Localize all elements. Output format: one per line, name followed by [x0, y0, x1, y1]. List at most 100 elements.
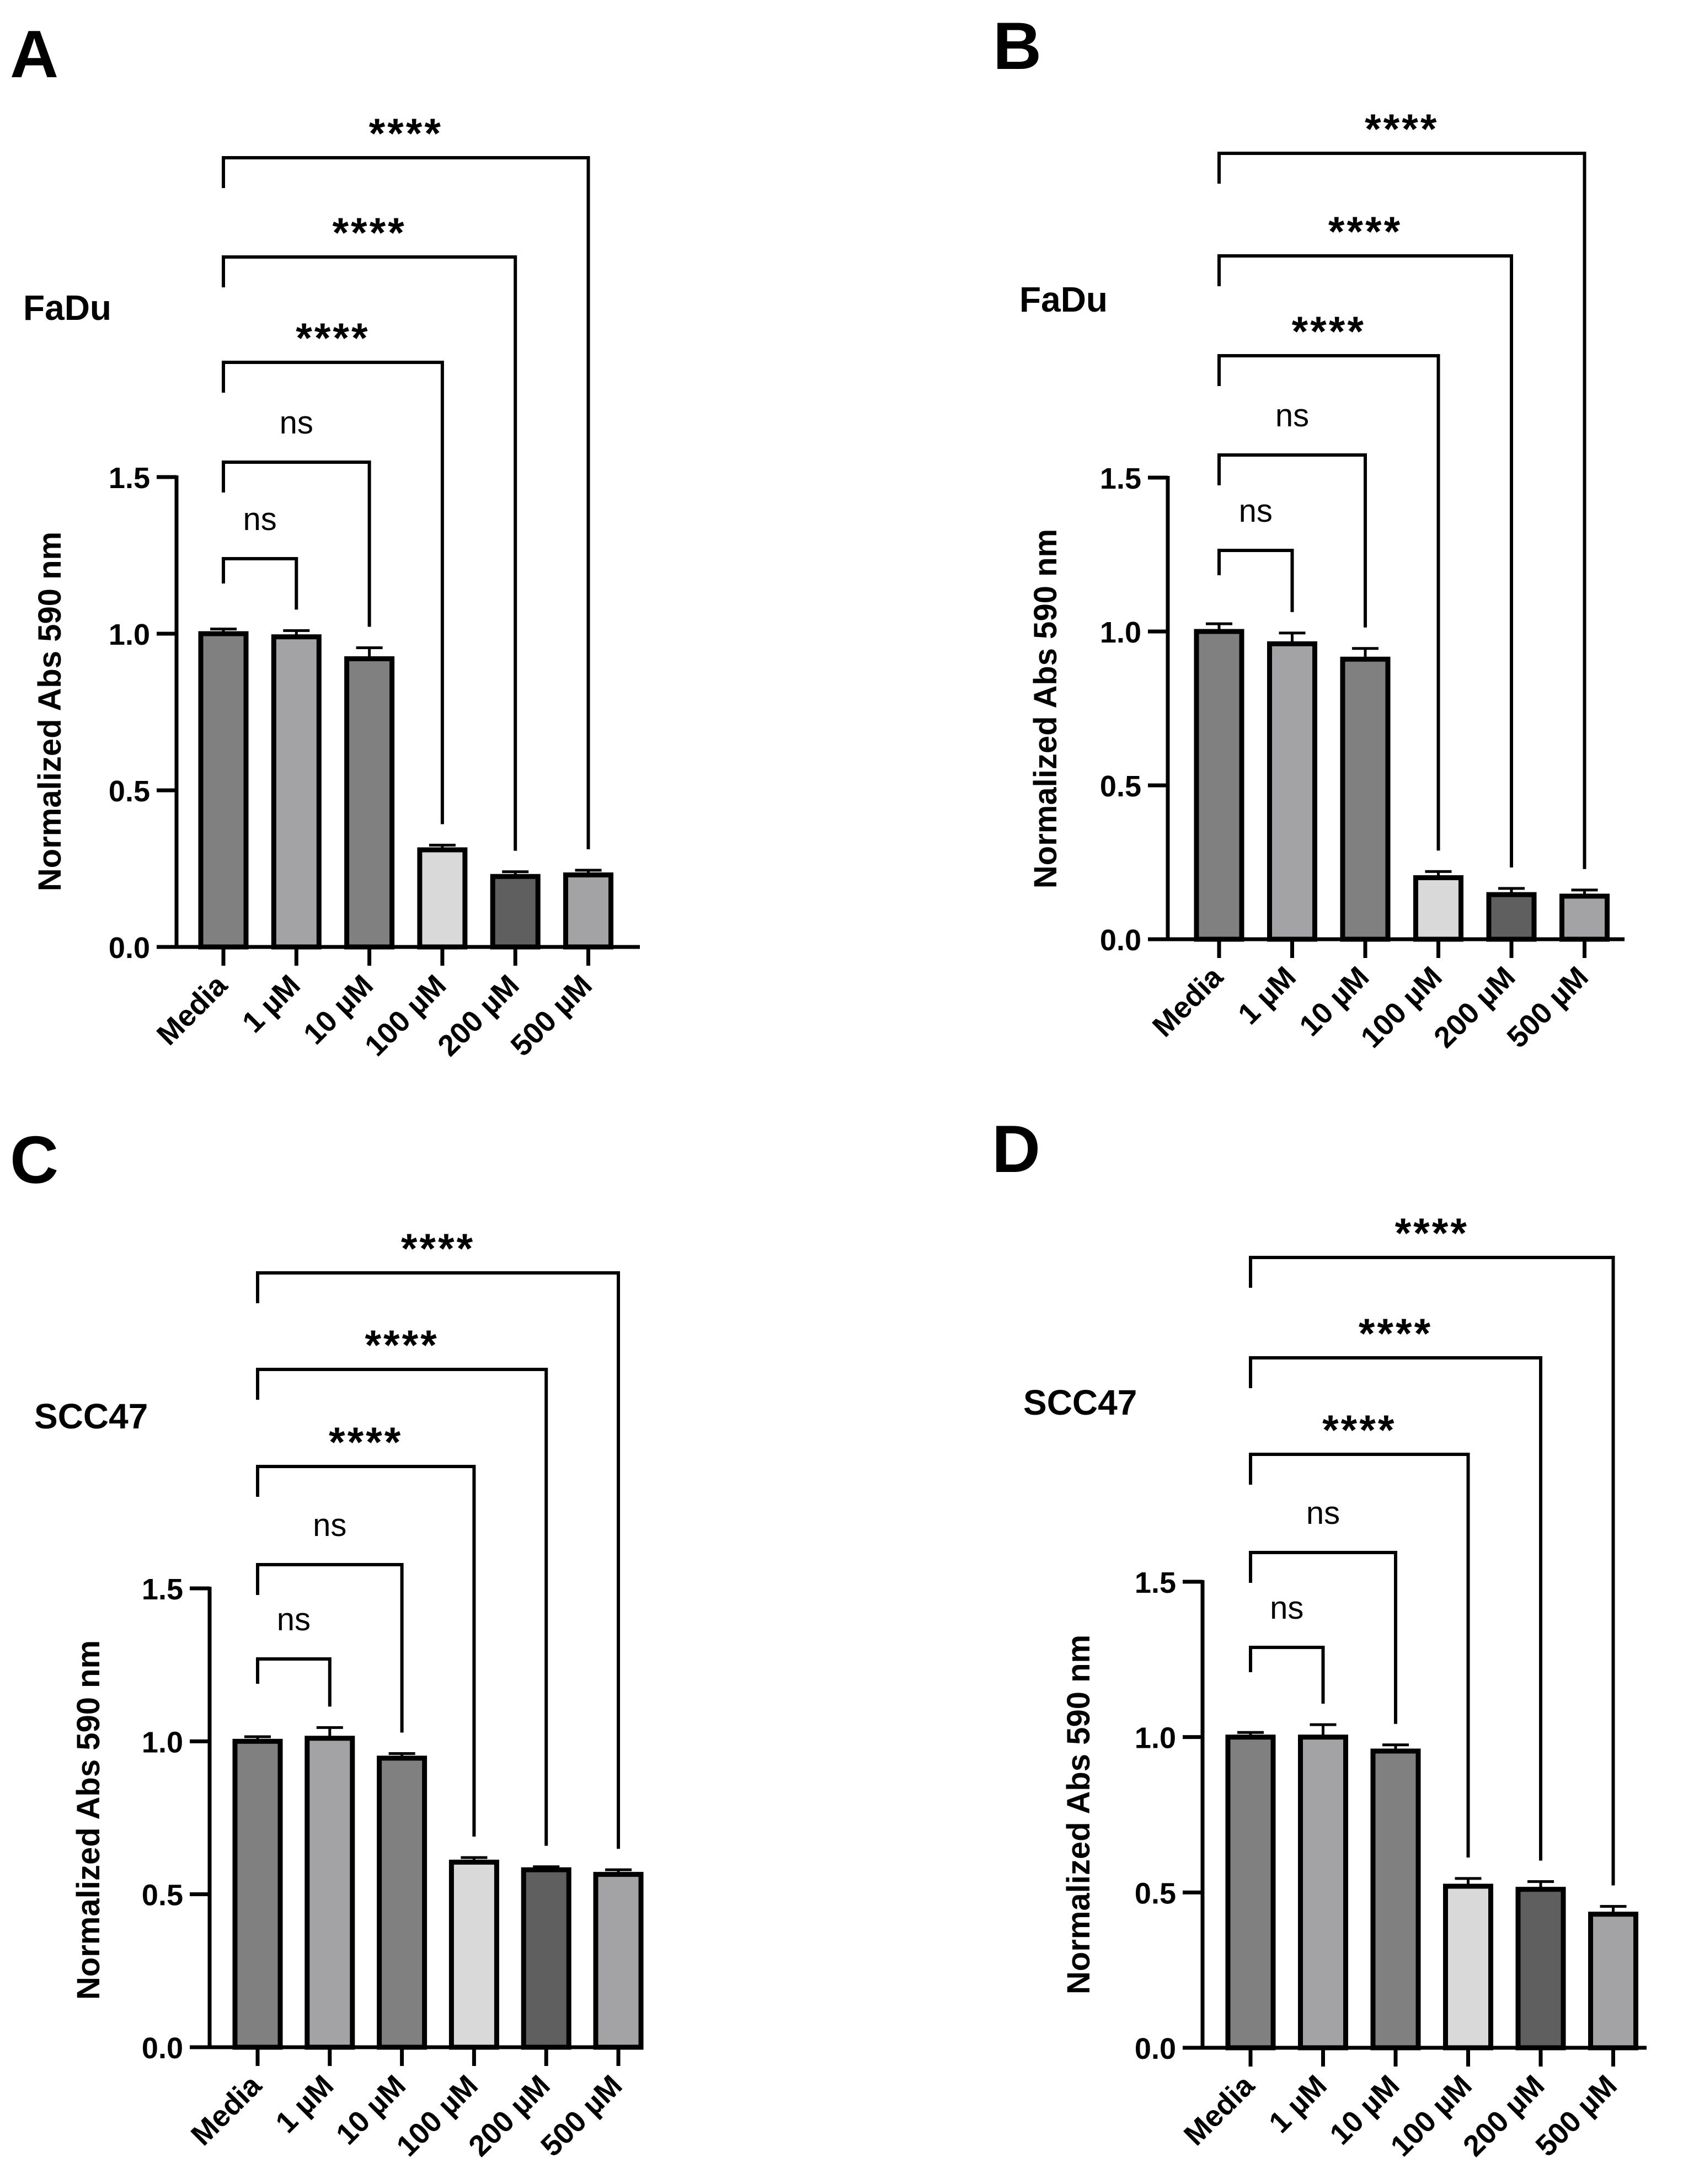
bar — [1486, 892, 1537, 942]
bar — [1370, 1748, 1421, 2051]
bar — [1194, 629, 1244, 942]
y-tick-label: 1.5 — [142, 1573, 183, 1606]
x-tick-label: 500 µM — [504, 968, 599, 1063]
y-tick-label: 0.0 — [142, 2032, 183, 2065]
significance-bracket — [222, 557, 298, 610]
panel-label: C — [10, 1122, 58, 1197]
x-tick-label: Media — [185, 2068, 268, 2151]
x-tick-label: Media — [151, 968, 234, 1051]
panel-label: B — [993, 8, 1041, 83]
significance-bracket — [1217, 254, 1513, 868]
bar — [1413, 875, 1463, 942]
significance-label: **** — [369, 110, 443, 157]
y-tick-label: 1.5 — [1100, 462, 1141, 495]
significance-bracket — [256, 1563, 404, 1733]
significance-bracket — [256, 1657, 332, 1707]
significance-bracket — [222, 156, 590, 849]
y-axis-title: Normalized Abs 590 nm — [1061, 1635, 1097, 1994]
significance-bracket — [1249, 1646, 1325, 1704]
chart-panel-d: D SCC47 0.0 0.5 1.0 1.5 Normalized Abs 590 nm M… — [992, 1111, 1647, 2163]
x-tick-label: 200 µM — [431, 968, 526, 1063]
x-tick-label: Media — [1178, 2068, 1261, 2151]
cell-line-label: SCC47 — [34, 1396, 148, 1436]
bar — [232, 1738, 283, 2050]
chart-panel-b: B FaDu 0.0 0.5 1.0 1.5 Normalized Abs 590 nm Me… — [993, 8, 1625, 1054]
significance-bracket — [1217, 152, 1586, 869]
significance-bracket — [222, 461, 371, 627]
x-tick-label: 200 µM — [1428, 960, 1522, 1054]
chart-panel-c: C SCC47 0.0 0.5 1.0 1.5 Normalized Abs 590 nm M… — [10, 1122, 644, 2163]
significance-label: ns — [1275, 398, 1309, 433]
x-tick-label: 1 µM — [236, 968, 307, 1039]
x-tick-label: 200 µM — [462, 2069, 557, 2163]
bar — [1443, 1883, 1493, 2051]
y-tick-label: 0.0 — [1100, 924, 1141, 957]
y-tick-label: 0.0 — [1135, 2032, 1176, 2065]
bar — [563, 872, 613, 950]
x-tick-label: 1 µM — [1232, 960, 1302, 1031]
bar — [1298, 1735, 1348, 2051]
significance-bracket — [256, 1465, 476, 1837]
x-tick-label: 100 µM — [390, 2069, 484, 2163]
bar — [271, 634, 322, 950]
significance-bracket — [1217, 549, 1294, 612]
significance-bracket — [222, 255, 517, 851]
bar — [593, 1872, 644, 2050]
significance-label: ns — [313, 1507, 346, 1543]
x-tick-label: 100 µM — [359, 968, 453, 1063]
significance-bracket — [1249, 1356, 1542, 1861]
bar — [490, 874, 541, 950]
bar — [1267, 641, 1317, 942]
significance-bracket — [1217, 453, 1367, 628]
x-tick-label: Media — [1146, 960, 1230, 1043]
bar — [344, 656, 395, 950]
cell-line-label: FaDu — [1019, 280, 1108, 319]
significance-bracket — [222, 361, 444, 825]
x-tick-label: 1 µM — [1263, 2069, 1333, 2139]
x-tick-label: 100 µM — [1354, 960, 1449, 1054]
significance-label: ns — [1306, 1495, 1340, 1531]
x-tick-label: 1 µM — [269, 2069, 340, 2139]
chart-panel-a: A FaDu 0.0 0.5 1.0 1.5 Normalized Abs 590 nm Me… — [10, 17, 640, 1063]
significance-label: **** — [1395, 1210, 1469, 1257]
y-axis-title: Normalized Abs 590 nm — [32, 532, 68, 891]
significance-bracket — [1217, 354, 1440, 851]
significance-label: **** — [1292, 308, 1366, 355]
significance-label: **** — [329, 1419, 403, 1466]
significance-label: **** — [1365, 106, 1439, 153]
bar — [1559, 893, 1610, 942]
y-tick-label: 1.5 — [109, 462, 150, 495]
y-tick-label: 1.0 — [142, 1726, 183, 1759]
bar — [1225, 1735, 1276, 2051]
y-tick-label: 1.0 — [1135, 1722, 1176, 1755]
significance-label: ns — [1270, 1590, 1303, 1626]
bar — [377, 1755, 428, 2050]
y-tick-label: 1.5 — [1135, 1566, 1176, 1599]
panel-label: D — [992, 1111, 1040, 1186]
bar — [448, 1859, 499, 2050]
bar — [417, 847, 468, 950]
significance-label: ns — [1239, 493, 1273, 529]
significance-bracket — [1249, 1256, 1615, 1886]
bar — [521, 1867, 571, 2050]
significance-label: **** — [1359, 1310, 1433, 1357]
significance-label: **** — [1322, 1407, 1396, 1454]
x-tick-label: 200 µM — [1457, 2069, 1551, 2163]
y-tick-label: 0.5 — [1100, 770, 1141, 803]
x-tick-label: 500 µM — [1500, 960, 1595, 1054]
panel-label: A — [10, 17, 58, 92]
y-tick-label: 0.0 — [109, 932, 150, 965]
cell-line-label: SCC47 — [1023, 1383, 1137, 1422]
significance-label: ns — [277, 1602, 311, 1637]
significance-bracket — [256, 1368, 548, 1846]
y-tick-label: 0.5 — [1135, 1877, 1176, 1910]
significance-label: **** — [332, 210, 406, 256]
bar — [304, 1736, 355, 2050]
significance-label: **** — [296, 315, 370, 362]
bar — [198, 631, 249, 950]
significance-label: ns — [280, 405, 313, 441]
significance-bracket — [1249, 1453, 1470, 1858]
significance-label: **** — [365, 1322, 439, 1369]
significance-bracket — [1249, 1551, 1397, 1724]
